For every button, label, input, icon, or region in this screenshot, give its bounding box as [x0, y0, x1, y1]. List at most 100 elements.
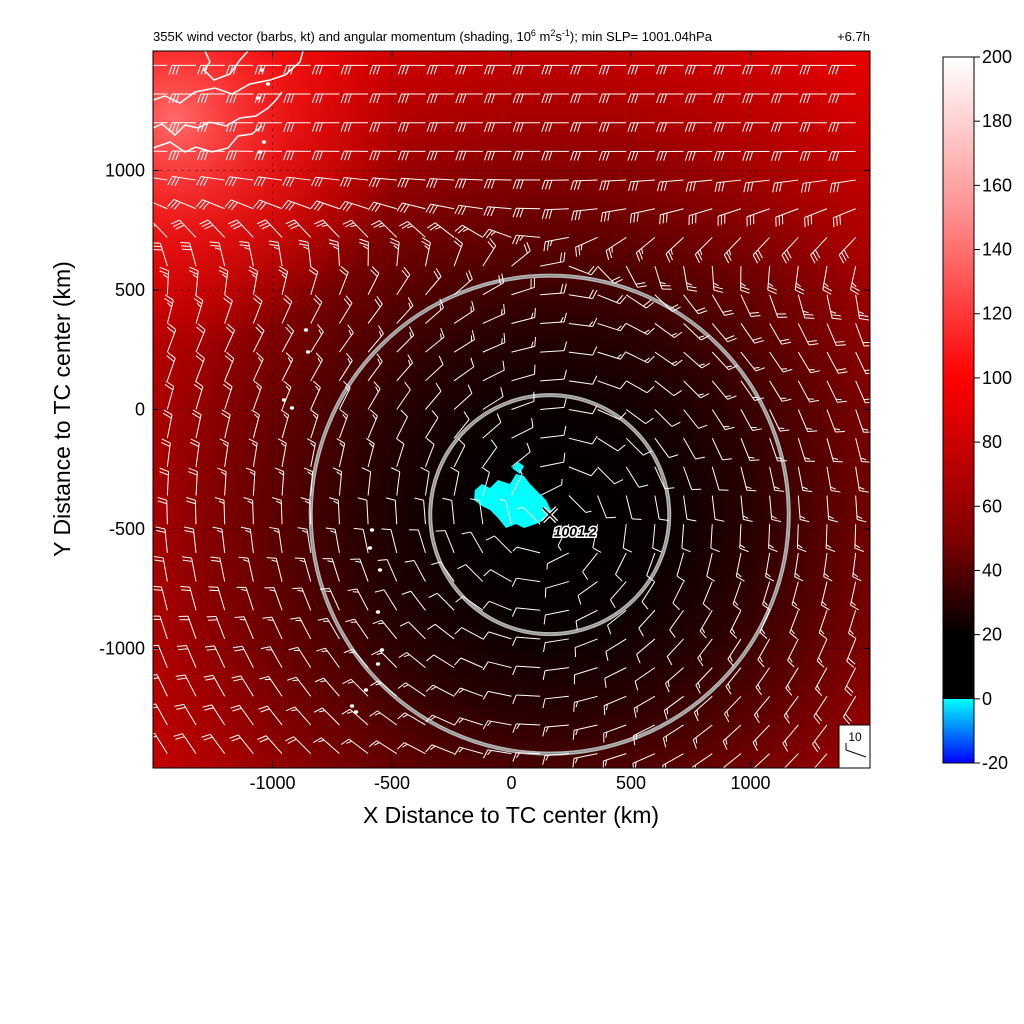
wind-barb [799, 122, 827, 132]
wind-barb [770, 122, 799, 132]
wind-barb [287, 676, 312, 697]
wind-barb [742, 93, 770, 104]
wind-barb [540, 369, 567, 382]
wind-barb [288, 646, 312, 668]
negative-region-main [474, 474, 552, 528]
wind-barb [369, 122, 397, 132]
wind-barb [672, 581, 685, 611]
wind-barb [312, 737, 340, 755]
wind-barb [268, 240, 283, 267]
wind-barb [454, 178, 483, 189]
island [303, 328, 309, 332]
wind-barb [425, 203, 455, 214]
wind-barb [711, 466, 729, 491]
wind-barb [201, 733, 226, 754]
wind-barb [195, 351, 205, 381]
wind-barb [826, 351, 848, 374]
wind-barb [727, 638, 742, 667]
wind-barb [725, 667, 742, 695]
wind-barb [654, 323, 683, 339]
wind-barb [692, 724, 713, 749]
wind-barb [367, 409, 378, 439]
wind-barb [197, 150, 225, 161]
wind-barb [752, 237, 770, 264]
wind-barb [702, 581, 713, 611]
wind-barb [625, 466, 649, 488]
wind-barb [572, 724, 598, 740]
coastline-segment [203, 51, 249, 81]
wind-barb [399, 621, 426, 640]
wind-barb [740, 495, 753, 522]
wind-barb [223, 294, 233, 324]
wind-barb [381, 528, 398, 554]
wind-barb [762, 581, 771, 611]
wind-barb [546, 552, 570, 570]
wind-barb [426, 178, 455, 189]
wind-barb [683, 437, 705, 460]
wind-barb [829, 179, 856, 193]
wind-barb [511, 468, 523, 496]
wind-barb [722, 753, 742, 768]
wind-barb [408, 529, 426, 554]
wind-barb [300, 497, 312, 525]
wind-barb [568, 375, 598, 385]
wind-barb [283, 64, 311, 75]
wind-barb [711, 437, 732, 461]
wind-barb [170, 219, 197, 238]
wind-barb [188, 467, 198, 496]
wind-barb [632, 753, 656, 768]
wind-barb [260, 646, 283, 668]
colorbar-tick-label: 60 [982, 496, 1002, 516]
wind-barb [597, 322, 627, 332]
wind-barb [722, 724, 742, 751]
wind-barb [783, 753, 799, 768]
wind-barb [259, 675, 283, 697]
wind-barb [746, 208, 770, 227]
wind-barb [512, 234, 541, 245]
wind-barb [540, 312, 568, 324]
wind-barb [212, 526, 226, 553]
wind-barb [656, 93, 684, 104]
wind-barb [625, 294, 654, 309]
wind-barb [369, 64, 397, 75]
wind-barb [855, 323, 870, 347]
wind-barb [543, 236, 569, 252]
colorbar-tick-label: 200 [982, 47, 1012, 67]
y-tick-label: 0 [135, 400, 145, 420]
wind-barb [512, 665, 541, 676]
wind-barb [340, 64, 369, 75]
wind-barb [377, 559, 398, 582]
wind-barb [574, 638, 598, 658]
wind-barb [425, 268, 442, 296]
wind-barb [199, 219, 226, 238]
wind-barb [245, 467, 256, 496]
wind-barb [511, 577, 541, 587]
wind-barb [311, 122, 340, 132]
wind-barb [425, 410, 439, 439]
wind-barb [826, 409, 845, 433]
wind-barb [635, 237, 656, 262]
wind-barb [482, 387, 504, 410]
reference-barb-label: 10 [848, 730, 862, 744]
wind-barb [656, 150, 684, 161]
wind-barb [225, 64, 254, 75]
wind-barb [426, 150, 455, 161]
wind-barb [666, 638, 684, 666]
x-tick-label: 1000 [730, 773, 770, 793]
wind-barb [168, 64, 197, 75]
wind-barb [797, 466, 813, 493]
wind-barb [254, 93, 283, 104]
wind-barb [202, 704, 226, 726]
y-tick-label: -500 [109, 519, 145, 539]
wind-barb [340, 93, 369, 104]
wind-barb [711, 351, 738, 371]
wind-barb [511, 442, 531, 468]
wind-barb [765, 552, 775, 582]
wind-barb [217, 467, 227, 496]
coastline-segment [153, 91, 283, 137]
wind-barb [339, 200, 369, 212]
wind-barb [278, 266, 289, 295]
wind-barb [484, 64, 512, 75]
wind-barb [223, 380, 233, 410]
coastline-segment [153, 125, 263, 153]
